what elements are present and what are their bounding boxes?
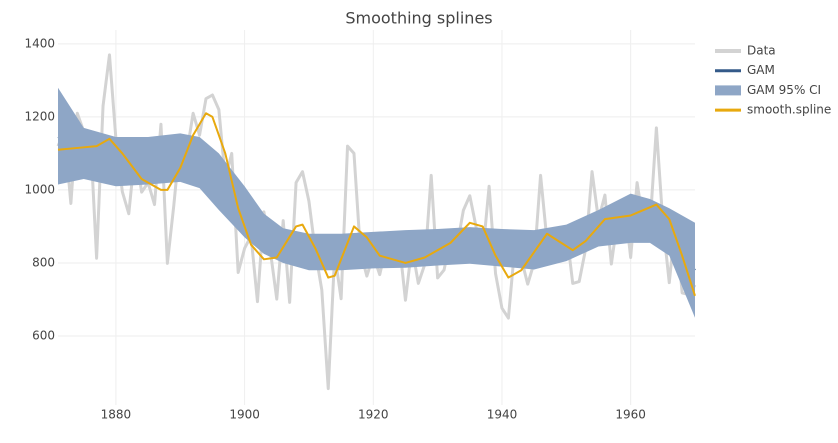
legend-label: GAM 95% CI <box>747 83 821 97</box>
legend-label: GAM <box>747 63 775 77</box>
line <box>57 112 696 297</box>
x-tick-label: 1940 <box>487 408 518 422</box>
x-tick-label: 1920 <box>358 408 389 422</box>
legend-swatch <box>715 85 741 96</box>
y-tick-label: 1000 <box>24 182 55 196</box>
legend-label: smooth.spline <box>747 103 831 117</box>
chart-title: Smoothing splines <box>345 9 492 28</box>
x-tick-label: 1880 <box>101 408 132 422</box>
y-tick-label: 1400 <box>24 36 55 50</box>
y-tick-label: 600 <box>32 328 55 342</box>
y-tick-label: 1200 <box>24 109 55 123</box>
x-tick-label: 1900 <box>229 408 260 422</box>
x-tick-label: 1960 <box>615 408 646 422</box>
legend-label: Data <box>747 44 776 58</box>
plot-area <box>56 53 697 391</box>
y-tick-label: 800 <box>32 255 55 269</box>
confidence-band <box>58 87 695 318</box>
